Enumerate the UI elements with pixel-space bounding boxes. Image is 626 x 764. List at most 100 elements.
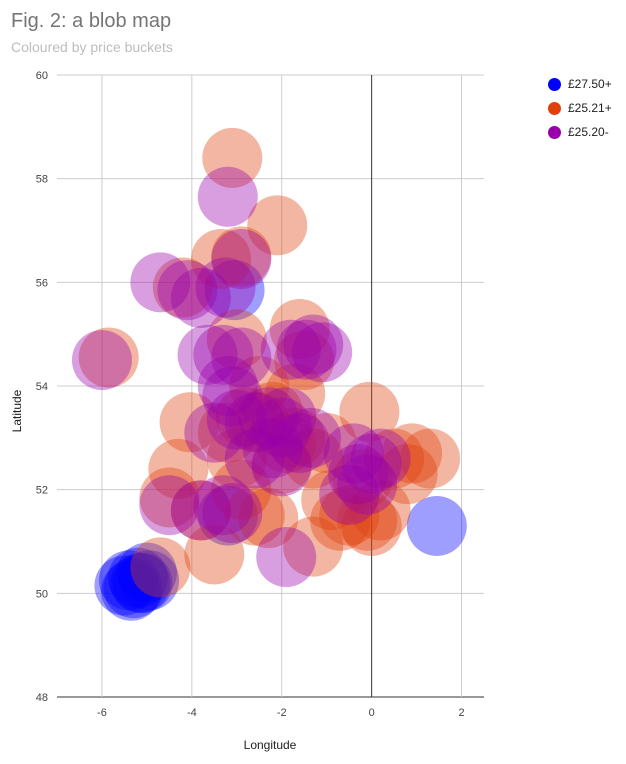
data-point <box>269 298 330 359</box>
data-point <box>193 475 254 536</box>
data-point <box>177 324 238 385</box>
data-point <box>337 454 398 515</box>
data-point <box>211 327 272 388</box>
chart-subtitle: Coloured by price buckets <box>11 39 173 55</box>
x-tick-label: -2 <box>277 707 287 719</box>
chart-title: Fig. 2: a blob map <box>11 10 172 32</box>
data-point <box>377 444 438 505</box>
data-point <box>251 433 312 494</box>
data-point <box>310 490 371 551</box>
data-point <box>101 560 162 621</box>
y-tick-label: 48 <box>36 692 48 704</box>
data-point <box>119 550 180 611</box>
data-point <box>283 314 344 375</box>
data-point <box>197 485 258 546</box>
data-point <box>269 413 330 474</box>
data-point <box>184 402 245 463</box>
y-tick-label: 54 <box>36 381 48 393</box>
data-point <box>251 436 312 497</box>
data-point <box>211 226 272 287</box>
data-point <box>116 542 177 603</box>
axes: 48 50 52 54 56 58 60 -6 -4 -2 0 2 <box>36 70 465 719</box>
data-point <box>301 470 362 531</box>
data-point <box>224 485 285 546</box>
data-point <box>280 407 341 468</box>
data-point <box>283 428 344 489</box>
data-point <box>332 449 393 510</box>
x-axis-label: Longitude <box>244 738 297 752</box>
grid-lines <box>57 74 484 698</box>
legend: £27.50+ £25.21+ £25.20- <box>548 72 612 144</box>
data-point <box>319 464 380 525</box>
data-point <box>197 356 258 416</box>
data-point <box>98 550 159 611</box>
y-tick-label: 56 <box>36 277 48 289</box>
data-point <box>247 195 308 256</box>
data-point <box>202 482 263 543</box>
data-point <box>112 552 173 613</box>
y-axis-label: Latitude <box>10 389 24 432</box>
data-point <box>206 389 267 450</box>
y-tick-label: 60 <box>36 70 48 82</box>
data-point <box>323 423 384 484</box>
legend-item: £25.20- <box>548 120 612 144</box>
data-point <box>170 267 231 328</box>
data-point <box>238 387 299 448</box>
legend-label: £27.50+ <box>568 77 612 91</box>
data-point <box>382 423 443 484</box>
legend-label: £25.20- <box>568 125 609 139</box>
data-point <box>197 166 258 227</box>
x-tick-label: 0 <box>369 707 375 719</box>
data-point <box>157 260 218 321</box>
data-point <box>265 363 326 424</box>
data-point <box>242 418 303 479</box>
y-tick-label: 58 <box>36 174 48 186</box>
data-point <box>276 319 337 380</box>
legend-swatch <box>548 101 561 115</box>
data-point <box>260 319 321 380</box>
data-point <box>94 555 155 616</box>
x-tick-label: -4 <box>187 707 197 719</box>
x-tick-label: -6 <box>97 707 107 719</box>
data-point <box>139 467 200 528</box>
data-point <box>256 527 317 588</box>
data-point <box>195 257 256 318</box>
data-point <box>341 433 402 494</box>
data-point <box>130 537 191 598</box>
data-point <box>337 490 398 551</box>
data-point <box>215 387 276 448</box>
data-point <box>152 257 213 318</box>
y-tick-label: 52 <box>36 485 48 497</box>
data-point <box>184 524 245 585</box>
legend-label: £25.21+ <box>568 101 612 115</box>
data-point <box>139 475 200 536</box>
data-point <box>296 413 357 474</box>
data-point <box>350 428 411 489</box>
data-point <box>107 547 168 608</box>
data-point <box>148 438 209 499</box>
data-point <box>364 428 425 489</box>
data-point <box>191 229 252 290</box>
x-tick-label: 2 <box>458 707 464 719</box>
data-point <box>256 387 317 448</box>
data-point <box>339 381 400 442</box>
data-point <box>110 552 171 613</box>
data-point <box>206 428 267 489</box>
data-point <box>202 366 263 427</box>
data-point <box>229 392 290 453</box>
legend-item: £25.21+ <box>548 96 612 120</box>
y-tick-label: 50 <box>36 588 48 600</box>
data-point <box>193 324 254 385</box>
data-point <box>159 392 220 453</box>
data-point <box>204 260 265 321</box>
data-point <box>170 480 231 541</box>
data-point <box>211 229 272 290</box>
data-point <box>71 330 132 391</box>
data-point <box>229 356 290 416</box>
data-point <box>350 480 411 541</box>
data-point <box>400 428 461 489</box>
data-point <box>130 252 191 313</box>
data-point <box>328 444 389 505</box>
legend-item: £27.50+ <box>548 72 612 96</box>
data-point <box>292 322 353 383</box>
